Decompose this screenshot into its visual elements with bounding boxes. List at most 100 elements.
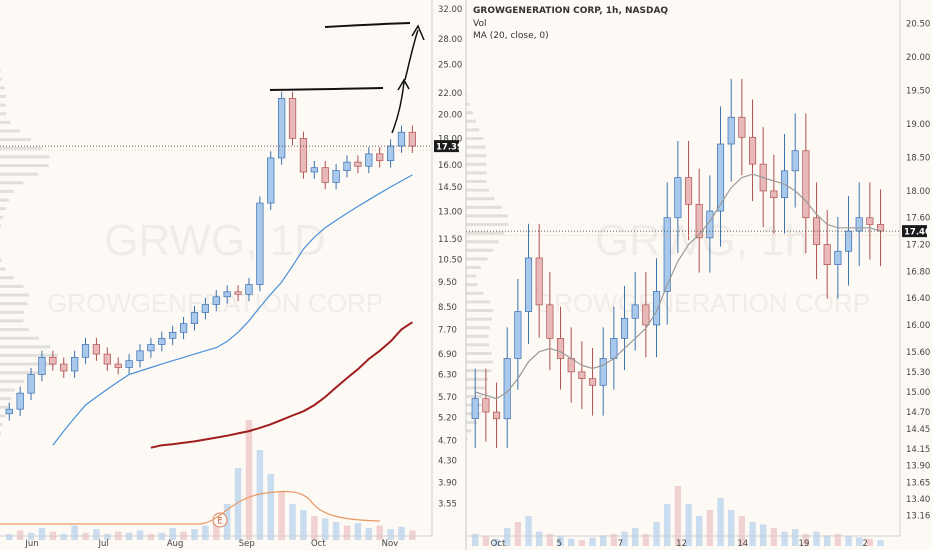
volume-bar: [60, 534, 68, 540]
volume-bar: [365, 528, 373, 540]
candle: [376, 153, 384, 162]
drawn-arrow[interactable]: [404, 29, 419, 81]
volume-profile-row: [0, 284, 24, 288]
y-tick-label: 10.50: [438, 256, 462, 266]
volume-bar: [866, 538, 874, 546]
candle: [812, 217, 821, 245]
candle: [321, 167, 329, 183]
y-tick-label: 14.15: [906, 445, 930, 455]
volume-bar: [824, 535, 831, 546]
volume-bar: [104, 534, 111, 540]
y-tick-label: 25.00: [438, 60, 462, 70]
volume-bar: [169, 528, 176, 540]
volume-profile-row: [466, 137, 484, 140]
y-tick-label: 13.90: [906, 462, 930, 472]
volume-bar: [717, 498, 724, 546]
candle: [201, 304, 209, 313]
volume-profile-row: [0, 215, 3, 219]
volume-bar: [147, 534, 155, 540]
candles: [471, 78, 885, 449]
volume-profile-row: [466, 291, 484, 295]
volume-bar: [546, 534, 554, 546]
volume-profile-row: [0, 379, 25, 383]
volume-profile-row: [466, 111, 473, 115]
volume-bar: [834, 534, 842, 546]
volume-bar: [16, 530, 24, 540]
volume-profile-row: [0, 423, 3, 427]
volume-profile-row: [0, 319, 24, 323]
volume-bar: [493, 538, 500, 546]
y-tick-label: 7.70: [438, 325, 457, 335]
y-tick-label: 4.30: [438, 456, 457, 466]
drawn-arrowhead[interactable]: [397, 78, 410, 91]
drawn-target-line[interactable]: [269, 87, 384, 91]
volume-bar: [642, 534, 650, 546]
volume-bar: [536, 531, 543, 546]
x-tick-label: Aug: [167, 539, 184, 549]
candle: [16, 392, 24, 410]
volume-profile-row: [466, 257, 488, 261]
volume-bar: [589, 537, 596, 546]
volume-profile-row: [466, 162, 487, 166]
volume-profile-row: [466, 309, 494, 312]
candle: [343, 161, 351, 171]
candle: [310, 167, 318, 173]
drawn-arrow[interactable]: [391, 81, 405, 134]
y-tick-label: 22.00: [438, 89, 462, 99]
y-tick-label: 17.20: [906, 241, 930, 251]
y-tick-label: 5.20: [438, 414, 457, 424]
volume-profile-row: [466, 223, 509, 226]
volume-bar: [409, 530, 416, 540]
volume-profile-row: [0, 371, 41, 375]
volume-profile-row: [0, 94, 7, 98]
drawn-target-line[interactable]: [324, 22, 411, 28]
volume-profile-row: [466, 94, 468, 97]
volume-profile-row: [0, 189, 14, 193]
volume-bar: [191, 529, 198, 540]
volume-profile-row: [466, 395, 483, 398]
moving-average-line: [52, 174, 413, 446]
earnings-marker-label: E: [217, 517, 222, 527]
candle: [738, 116, 746, 138]
volume-bar: [696, 516, 703, 546]
y-tick-label: 18.00: [906, 187, 930, 197]
watermark-symbol: GRWG, 1D: [104, 216, 326, 265]
legend-vol: Vol: [473, 19, 487, 29]
volume-profile-row: [0, 77, 2, 81]
volume-profile-row: [466, 334, 489, 338]
volume-profile-row: [466, 343, 490, 347]
volume-bar: [728, 510, 735, 546]
volume-bar: [38, 528, 46, 540]
x-tick-label: Jun: [24, 539, 38, 549]
volume-bar: [213, 522, 220, 540]
candle: [365, 153, 373, 167]
y-tick-label: 3.55: [438, 500, 457, 510]
volume-profile-row: [0, 172, 38, 176]
volume-profile-row: [466, 214, 508, 218]
x-tick-label: Oct: [311, 539, 326, 549]
volume-bar: [202, 525, 209, 540]
volume-bar: [632, 528, 639, 546]
volume-bar: [278, 492, 285, 540]
volume-profile-row: [0, 328, 29, 332]
y-tick-label: 16.00: [906, 321, 930, 331]
volume-profile-row: [466, 128, 480, 132]
y-tick-label: 20.00: [438, 111, 462, 121]
candle: [60, 363, 68, 372]
y-tick-label: 13.65: [906, 478, 930, 488]
y-tick-label: 15.00: [906, 388, 930, 398]
volume-bar: [568, 538, 575, 546]
candle: [727, 116, 735, 145]
volume-profile-row: [0, 431, 1, 435]
volume-profile-row: [466, 205, 502, 209]
volume-profile-row: [466, 171, 487, 175]
candle: [103, 353, 111, 365]
candle: [610, 338, 618, 359]
candle: [256, 202, 264, 285]
y-tick-label: 16.00: [438, 161, 462, 171]
drawn-arrowhead[interactable]: [411, 24, 425, 41]
y-tick-label: 15.30: [906, 368, 930, 378]
